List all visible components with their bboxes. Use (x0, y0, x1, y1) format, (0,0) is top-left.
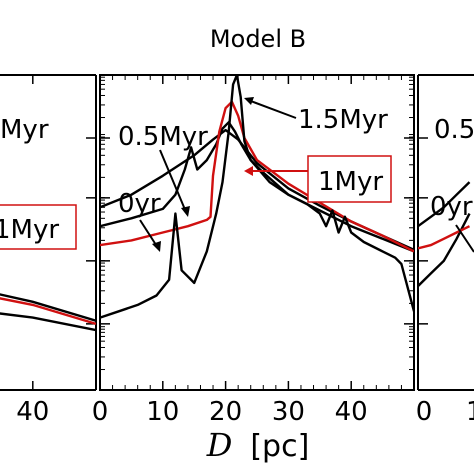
pointer-0-5myr (159, 149, 187, 213)
right-series-line (418, 225, 471, 250)
pointer-1-5myr (247, 99, 297, 119)
x-axis-label: D [pc] (206, 426, 310, 464)
right-x-tick-label: 1 (466, 397, 474, 427)
middle-panel: 0 10 20 30 40 (92, 74, 415, 427)
right-label-05: 0.5 (434, 115, 474, 145)
x-axis-unit: [pc] (250, 429, 309, 464)
left-series-line (0, 312, 96, 332)
right-0yr-pointer (455, 224, 474, 253)
left-x-tick-label: 40 (16, 397, 49, 427)
chart-title: Model B (210, 25, 306, 53)
x-tick-label: 0 (92, 397, 109, 427)
label-1myr: 1Myr (318, 167, 383, 197)
annotations: 1.5Myr 0.5Myr 0yr 1Myr (118, 97, 392, 252)
x-tick-label: 40 (335, 397, 368, 427)
right-series-group (418, 181, 471, 287)
right-label-0yr: 0yr (430, 192, 473, 222)
x-tick-label: 30 (272, 397, 305, 427)
x-tick-label: 10 (146, 397, 179, 427)
left-series-line (0, 293, 96, 322)
arrowhead-1myr (244, 166, 253, 176)
label-0-5myr: 0.5Myr (118, 122, 208, 152)
series-line-15myr (100, 75, 414, 319)
series-line-1myr (100, 100, 414, 253)
right-series-line (418, 213, 471, 287)
right-series-line (418, 181, 471, 228)
arrowhead-0yr (152, 241, 161, 252)
middle-plot-frame (99, 74, 415, 391)
left-panel: 40 Myr 1Myr (0, 74, 97, 427)
right-panel: 0 1 0.5 0yr (416, 74, 474, 427)
left-1myr-box (0, 204, 77, 250)
left-label-myr: Myr (0, 115, 49, 145)
x-tick-label: 20 (209, 397, 242, 427)
right-x-tick-label: 0 (416, 397, 433, 427)
x-axis-symbol: D (206, 426, 233, 464)
label-0yr: 0yr (118, 189, 161, 219)
label-1-5myr: 1.5Myr (298, 105, 388, 135)
left-series-group (0, 293, 96, 332)
left-label-1myr: 1Myr (0, 215, 59, 245)
arrowhead-1-5myr (244, 97, 254, 105)
arrowhead-0-5myr (181, 206, 190, 217)
box-1myr (307, 155, 392, 203)
left-series-line (0, 297, 96, 326)
